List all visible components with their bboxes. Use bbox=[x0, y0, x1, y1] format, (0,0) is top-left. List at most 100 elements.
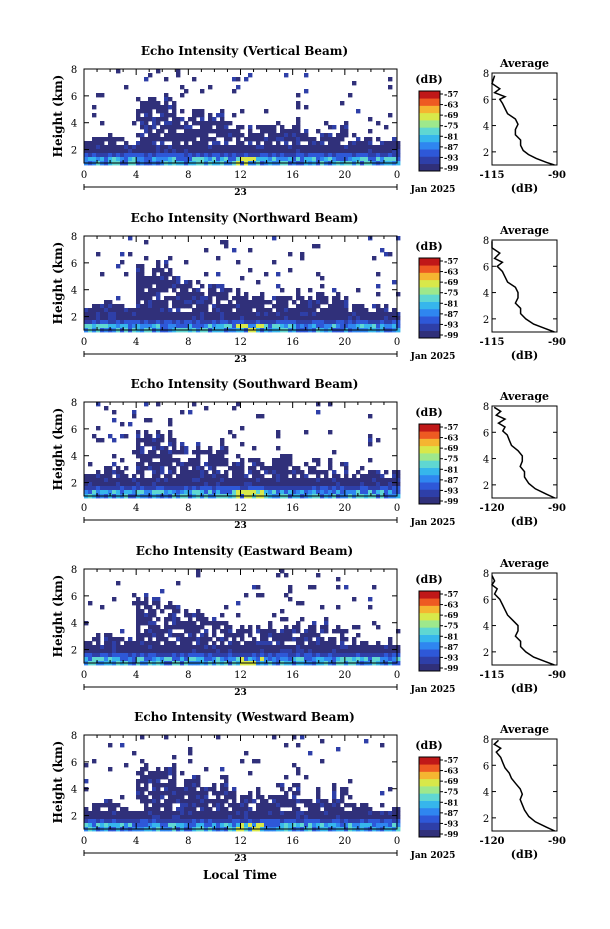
heatmap-cell bbox=[196, 569, 201, 574]
heatmap-cell bbox=[364, 137, 369, 142]
heatmap-cell bbox=[256, 815, 261, 820]
heatmap-cell bbox=[172, 276, 177, 281]
heatmap-cell bbox=[200, 795, 205, 800]
heatmap-cell bbox=[320, 657, 325, 662]
heatmap-cell bbox=[280, 478, 285, 483]
heatmap-cell bbox=[312, 625, 317, 630]
heatmap-cell bbox=[256, 807, 261, 812]
heatmap-cell bbox=[384, 490, 389, 495]
heatmap-cell bbox=[276, 470, 281, 475]
heatmap-cell bbox=[304, 799, 309, 804]
heatmap-cell bbox=[360, 641, 365, 646]
heatmap-cell bbox=[124, 645, 129, 650]
heatmap-cell bbox=[244, 641, 249, 646]
heatmap-cell bbox=[144, 125, 149, 130]
heatmap-cell bbox=[216, 823, 221, 828]
heatmap-cell bbox=[168, 438, 173, 443]
heatmap-cell bbox=[276, 430, 281, 435]
heatmap-cell bbox=[372, 585, 377, 590]
heatmap-cell bbox=[232, 819, 237, 824]
colorbar-swatch bbox=[419, 474, 440, 483]
heatmap-cell bbox=[156, 69, 161, 74]
heatmap-cell bbox=[160, 791, 165, 796]
heatmap-cell bbox=[152, 288, 157, 293]
heatmap-cell bbox=[168, 482, 173, 487]
heatmap-cell bbox=[100, 145, 105, 150]
heatmap-cell bbox=[308, 819, 313, 824]
heatmap-cell bbox=[240, 815, 245, 820]
heatmap-cell bbox=[204, 450, 209, 455]
heatmap-cell bbox=[188, 304, 193, 309]
heatmap-cell bbox=[380, 312, 385, 317]
heatmap-cell bbox=[152, 486, 157, 491]
heatmap-cell bbox=[132, 645, 137, 650]
heatmap-cell bbox=[276, 653, 281, 658]
heatmap-cell bbox=[284, 657, 289, 662]
heatmap-cell bbox=[296, 125, 301, 130]
heatmap-cell bbox=[152, 482, 157, 487]
heatmap-cell bbox=[284, 308, 289, 313]
heatmap-cell bbox=[128, 645, 133, 650]
heatmap-cell bbox=[184, 284, 189, 289]
heatmap-cell bbox=[120, 478, 125, 483]
heatmap-cell bbox=[180, 145, 185, 150]
heatmap-cell bbox=[152, 450, 157, 455]
heatmap-cell bbox=[308, 137, 313, 142]
heatmap-cell bbox=[188, 637, 193, 642]
heatmap-cell bbox=[332, 300, 337, 305]
colorbar-swatch bbox=[419, 287, 440, 295]
heatmap-cell bbox=[252, 304, 257, 309]
heatmap-cell bbox=[220, 438, 225, 443]
heatmap-cell bbox=[248, 458, 253, 463]
heatmap-cell bbox=[96, 324, 101, 329]
heatmap-cell bbox=[196, 304, 201, 309]
heatmap-cell bbox=[212, 117, 217, 122]
average-profile-line bbox=[493, 406, 556, 499]
heatmap-cell bbox=[324, 133, 329, 138]
average-x-tick-label: -115 bbox=[479, 337, 504, 348]
x-tick-label: 16 bbox=[286, 836, 299, 847]
heatmap-cell bbox=[276, 458, 281, 463]
heatmap-cell bbox=[144, 811, 149, 816]
heatmap-cell bbox=[188, 153, 193, 158]
heatmap-cell bbox=[160, 783, 165, 788]
colorbar-swatch bbox=[419, 279, 440, 288]
heatmap-cell bbox=[136, 304, 141, 309]
x-tick-label: 16 bbox=[286, 337, 299, 348]
heatmap-cell bbox=[232, 803, 237, 808]
average-profile-line bbox=[491, 241, 555, 333]
heatmap-cell bbox=[156, 470, 161, 475]
heatmap-cell bbox=[152, 125, 157, 130]
heatmap-cell bbox=[212, 292, 217, 297]
heatmap-cell bbox=[264, 803, 269, 808]
heatmap-cell bbox=[272, 324, 277, 329]
heatmap-cell bbox=[248, 324, 253, 329]
heatmap-cell bbox=[392, 657, 397, 662]
heatmap-cell bbox=[292, 823, 297, 828]
heatmap-cell bbox=[288, 133, 293, 138]
heatmap-cell bbox=[360, 819, 365, 824]
heatmap-cell bbox=[364, 653, 369, 658]
heatmap-cell bbox=[176, 121, 181, 126]
heatmap-cell bbox=[96, 137, 101, 142]
colorbar-tick-label: -57 bbox=[444, 589, 458, 599]
heatmap-cell bbox=[192, 113, 197, 118]
heatmap-cell bbox=[176, 117, 181, 122]
heatmap-cell bbox=[384, 125, 389, 130]
heatmap-cell bbox=[292, 478, 297, 483]
heatmap-cell bbox=[216, 735, 221, 740]
heatmap-cell bbox=[268, 815, 273, 820]
heatmap-cell bbox=[332, 450, 337, 455]
heatmap-cell bbox=[136, 815, 141, 820]
heatmap-cell bbox=[100, 486, 105, 491]
heatmap-cell bbox=[240, 149, 245, 154]
heatmap-cell bbox=[156, 474, 161, 479]
heatmap-cell bbox=[348, 141, 353, 146]
heatmap-cell bbox=[232, 296, 237, 301]
heatmap-cell bbox=[340, 125, 345, 130]
heatmap-cell bbox=[212, 474, 217, 479]
heatmap-cell bbox=[284, 304, 289, 309]
average-x-tick-label: -90 bbox=[548, 836, 566, 847]
heatmap-cell bbox=[140, 815, 145, 820]
heatmap-cell bbox=[176, 625, 181, 630]
